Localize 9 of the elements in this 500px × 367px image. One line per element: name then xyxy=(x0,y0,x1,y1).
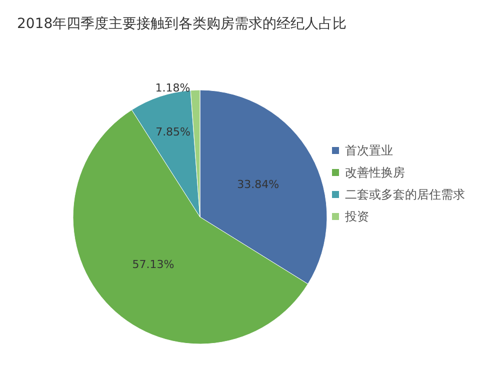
data-label: 7.85% xyxy=(156,125,191,138)
data-label: 33.84% xyxy=(237,178,280,192)
legend-label: 投资 xyxy=(344,210,369,224)
legend-label: 改善性换房 xyxy=(345,166,405,180)
legend-label: 首次置业 xyxy=(345,144,393,158)
data-label: 57.13% xyxy=(132,258,174,271)
chart-title: 2018年四季度主要接触到各类购房需求的经纪人占比 xyxy=(17,16,347,32)
data-label: 1.18% xyxy=(155,82,190,95)
legend-label: 二套或多套的居住需求 xyxy=(345,188,465,202)
